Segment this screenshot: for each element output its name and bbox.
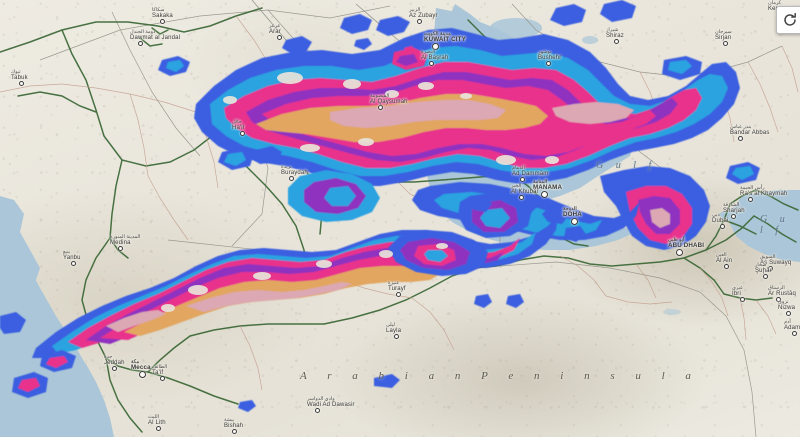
city-marker-tabuk[interactable] xyxy=(19,81,24,86)
city-marker-bushehr[interactable] xyxy=(546,61,551,66)
city-marker-turayf[interactable] xyxy=(396,292,401,297)
city-marker-jeddah[interactable] xyxy=(112,366,117,371)
refresh-button[interactable] xyxy=(776,6,800,34)
city-marker-medina[interactable] xyxy=(118,246,123,251)
city-marker-dubai[interactable] xyxy=(720,224,725,229)
city-marker-allith[interactable] xyxy=(156,426,161,431)
city-marker-suwayq[interactable] xyxy=(768,266,773,271)
city-marker-shiraz[interactable] xyxy=(614,39,619,44)
city-marker-sharjah[interactable] xyxy=(731,214,736,219)
city-marker-bishah[interactable] xyxy=(232,429,237,434)
city-marker-raskhaimah[interactable] xyxy=(748,197,753,202)
city-marker-bandarabbas[interactable] xyxy=(738,136,743,141)
city-marker-arar[interactable] xyxy=(277,35,282,40)
city-marker-alain[interactable] xyxy=(724,264,729,269)
refresh-icon xyxy=(784,12,796,26)
city-marker-taif[interactable] xyxy=(160,376,165,381)
city-marker-azzubayr[interactable] xyxy=(417,19,422,24)
city-marker-yanbu[interactable] xyxy=(71,261,76,266)
city-marker-sakaka[interactable] xyxy=(160,19,165,24)
city-marker-layla[interactable] xyxy=(394,334,399,339)
city-marker-alkhobar[interactable] xyxy=(519,195,524,200)
city-marker-alqaysumah[interactable] xyxy=(378,105,383,110)
city-marker-basrah[interactable] xyxy=(429,61,434,66)
city-marker-mecca[interactable] xyxy=(139,371,146,378)
city-marker-hail[interactable] xyxy=(240,131,245,136)
city-marker-ibri[interactable] xyxy=(740,297,745,302)
city-marker-rustaq[interactable] xyxy=(776,297,781,302)
city-marker-adam[interactable] xyxy=(792,331,797,336)
city-marker-sawhar[interactable] xyxy=(763,274,768,279)
city-marker-sirjan[interactable] xyxy=(723,41,728,46)
city-marker-doha[interactable] xyxy=(571,218,578,225)
city-marker-abudhabi[interactable] xyxy=(676,249,683,256)
city-marker-kuwait[interactable] xyxy=(432,43,439,50)
city-marker-buraydah[interactable] xyxy=(289,176,294,181)
city-marker-dammam[interactable] xyxy=(520,177,525,182)
city-marker-nizwa[interactable] xyxy=(786,311,791,316)
city-marker-dawmat[interactable] xyxy=(138,41,143,46)
city-marker-wadiaddawasir[interactable] xyxy=(315,408,320,413)
city-marker-manama[interactable] xyxy=(541,191,548,198)
